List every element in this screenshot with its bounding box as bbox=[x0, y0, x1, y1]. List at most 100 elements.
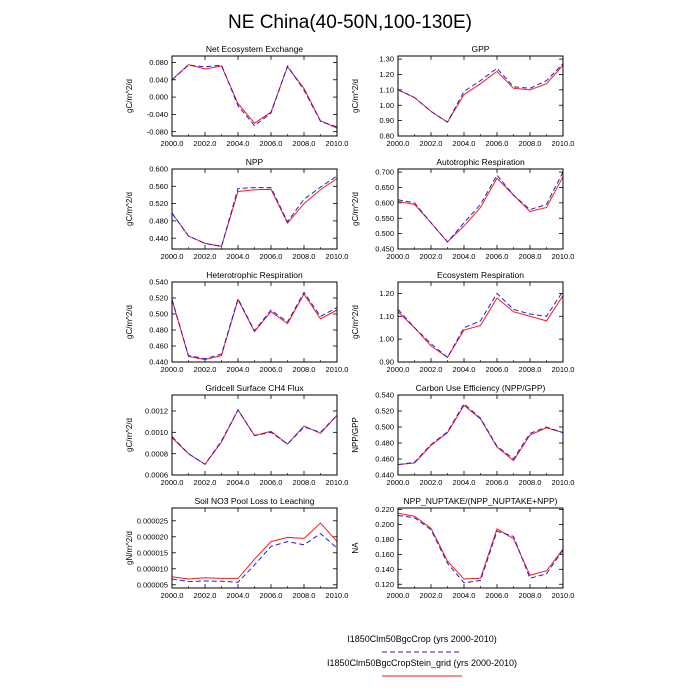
x-tick-label: 2002.0 bbox=[420, 478, 443, 487]
y-tick-label: 1.00 bbox=[379, 101, 394, 110]
x-tick-label: 2004.0 bbox=[453, 139, 476, 148]
y-axis-label: gC/m^2/d bbox=[125, 305, 134, 339]
y-tick-label: 0.0006 bbox=[145, 471, 168, 480]
x-tick-label: 2010.0 bbox=[326, 252, 349, 261]
x-tick-label: 2004.0 bbox=[227, 365, 250, 374]
x-tick-label: 2008.0 bbox=[519, 478, 542, 487]
x-tick-label: 2004.0 bbox=[453, 252, 476, 261]
y-tick-label: 0.520 bbox=[149, 294, 168, 303]
x-tick-label: 2010.0 bbox=[552, 139, 575, 148]
y-tick-label: 0.480 bbox=[149, 326, 168, 335]
y-tick-label: 0.000 bbox=[149, 93, 168, 102]
y-tick-label: 0.600 bbox=[149, 165, 168, 174]
panel-title: Ecosystem Respiration bbox=[437, 270, 524, 280]
y-tick-label: 0.0008 bbox=[145, 449, 168, 458]
x-tick-label: 2008.0 bbox=[293, 365, 316, 374]
y-tick-label: 0.520 bbox=[375, 407, 394, 416]
y-tick-label: 0.560 bbox=[149, 182, 168, 191]
y-tick-label: 0.500 bbox=[375, 423, 394, 432]
series-line-0 bbox=[171, 175, 338, 247]
series-line-0 bbox=[397, 403, 564, 466]
y-tick-label: 1.20 bbox=[379, 70, 394, 79]
y-tick-label: 0.500 bbox=[149, 310, 168, 319]
y-axis-label: gC/m^2/d bbox=[351, 192, 360, 226]
legend: I1850Clm50BgcCrop (yrs 2000-2010) I1850Cl… bbox=[327, 634, 517, 677]
y-tick-label: 0.000015 bbox=[137, 548, 168, 557]
plot-frame bbox=[397, 55, 564, 137]
y-tick-label: 0.040 bbox=[149, 75, 168, 84]
y-tick-label: 0.440 bbox=[149, 234, 168, 243]
y-tick-label: 0.460 bbox=[149, 342, 168, 351]
x-tick-label: 2002.0 bbox=[420, 139, 443, 148]
y-tick-label: 0.480 bbox=[149, 216, 168, 225]
plot-frame bbox=[397, 507, 564, 589]
y-tick-label: 0.000005 bbox=[137, 580, 168, 589]
y-tick-label: 0.200 bbox=[375, 520, 394, 529]
y-tick-label: 0.160 bbox=[375, 550, 394, 559]
y-tick-label: 0.220 bbox=[375, 505, 394, 514]
x-tick-label: 2008.0 bbox=[519, 591, 542, 600]
y-tick-label: 0.120 bbox=[375, 580, 394, 589]
series-line-1 bbox=[171, 178, 338, 247]
plot-frame bbox=[171, 394, 338, 476]
x-tick-label: 2006.0 bbox=[486, 139, 509, 148]
y-tick-label: 1.10 bbox=[379, 312, 394, 321]
y-tick-label: 0.140 bbox=[375, 565, 394, 574]
x-tick-label: 2008.0 bbox=[293, 252, 316, 261]
y-tick-label: 0.650 bbox=[375, 183, 394, 192]
x-tick-label: 2010.0 bbox=[326, 478, 349, 487]
y-tick-label: 0.520 bbox=[149, 199, 168, 208]
panel-title: NPP_NUPTAKE/(NPP_NUPTAKE+NPP) bbox=[404, 496, 558, 506]
y-axis-label: gC/m^2/d bbox=[125, 192, 134, 226]
x-tick-label: 2006.0 bbox=[486, 478, 509, 487]
y-tick-label: 0.460 bbox=[375, 455, 394, 464]
y-tick-label: 0.90 bbox=[379, 358, 394, 367]
y-axis-label: gN/m^2/d bbox=[125, 531, 134, 565]
panel-title: Soil NO3 Pool Loss to Leaching bbox=[194, 496, 314, 506]
x-tick-label: 2004.0 bbox=[453, 478, 476, 487]
series-line-1 bbox=[171, 408, 338, 466]
x-tick-label: 2000.0 bbox=[387, 478, 410, 487]
panel-title: Autotrophic Respiration bbox=[436, 157, 525, 167]
legend-label: I1850Clm50BgcCrop (yrs 2000-2010) bbox=[347, 634, 497, 644]
x-tick-label: 2006.0 bbox=[486, 365, 509, 374]
plot-frame bbox=[171, 281, 338, 363]
series-line-1 bbox=[171, 522, 338, 580]
x-tick-label: 2010.0 bbox=[552, 252, 575, 261]
series-line-0 bbox=[397, 514, 564, 584]
panels: Net Ecosystem Exchange gC/m^2/d -0.080 -0.0… bbox=[125, 44, 574, 600]
x-tick-label: 2004.0 bbox=[227, 252, 250, 261]
x-tick-label: 2008.0 bbox=[519, 139, 542, 148]
series-line-1 bbox=[397, 512, 564, 580]
x-tick-label: 2000.0 bbox=[161, 252, 184, 261]
panel-7: Carbon Use Efficiency (NPP/GPP) NPP/GPP 0.… bbox=[351, 383, 574, 487]
y-tick-label: 0.000010 bbox=[137, 564, 168, 573]
x-tick-label: 2006.0 bbox=[260, 139, 283, 148]
x-tick-label: 2002.0 bbox=[420, 591, 443, 600]
x-tick-label: 2002.0 bbox=[194, 139, 217, 148]
x-tick-label: 2006.0 bbox=[260, 252, 283, 261]
x-tick-label: 2010.0 bbox=[552, 365, 575, 374]
series-line-1 bbox=[397, 176, 564, 243]
panel-title: Gridcell Surface CH4 Flux bbox=[205, 383, 304, 393]
x-tick-label: 2000.0 bbox=[387, 591, 410, 600]
x-tick-label: 2008.0 bbox=[519, 365, 542, 374]
y-tick-label: 0.440 bbox=[149, 358, 168, 367]
x-tick-label: 2000.0 bbox=[161, 365, 184, 374]
series-line-0 bbox=[397, 63, 564, 123]
series-line-1 bbox=[397, 295, 564, 359]
x-tick-label: 2000.0 bbox=[387, 139, 410, 148]
y-tick-label: 0.700 bbox=[375, 168, 394, 177]
series-line-0 bbox=[171, 532, 338, 583]
x-tick-label: 2002.0 bbox=[194, 365, 217, 374]
y-tick-label: 1.00 bbox=[379, 335, 394, 344]
x-tick-label: 2008.0 bbox=[293, 591, 316, 600]
y-axis-label: gC/m^2/d bbox=[125, 418, 134, 452]
x-tick-label: 2008.0 bbox=[293, 478, 316, 487]
x-tick-label: 2000.0 bbox=[161, 478, 184, 487]
x-tick-label: 2000.0 bbox=[161, 139, 184, 148]
x-tick-label: 2008.0 bbox=[519, 252, 542, 261]
x-tick-label: 2006.0 bbox=[260, 478, 283, 487]
y-tick-label: 1.10 bbox=[379, 85, 394, 94]
